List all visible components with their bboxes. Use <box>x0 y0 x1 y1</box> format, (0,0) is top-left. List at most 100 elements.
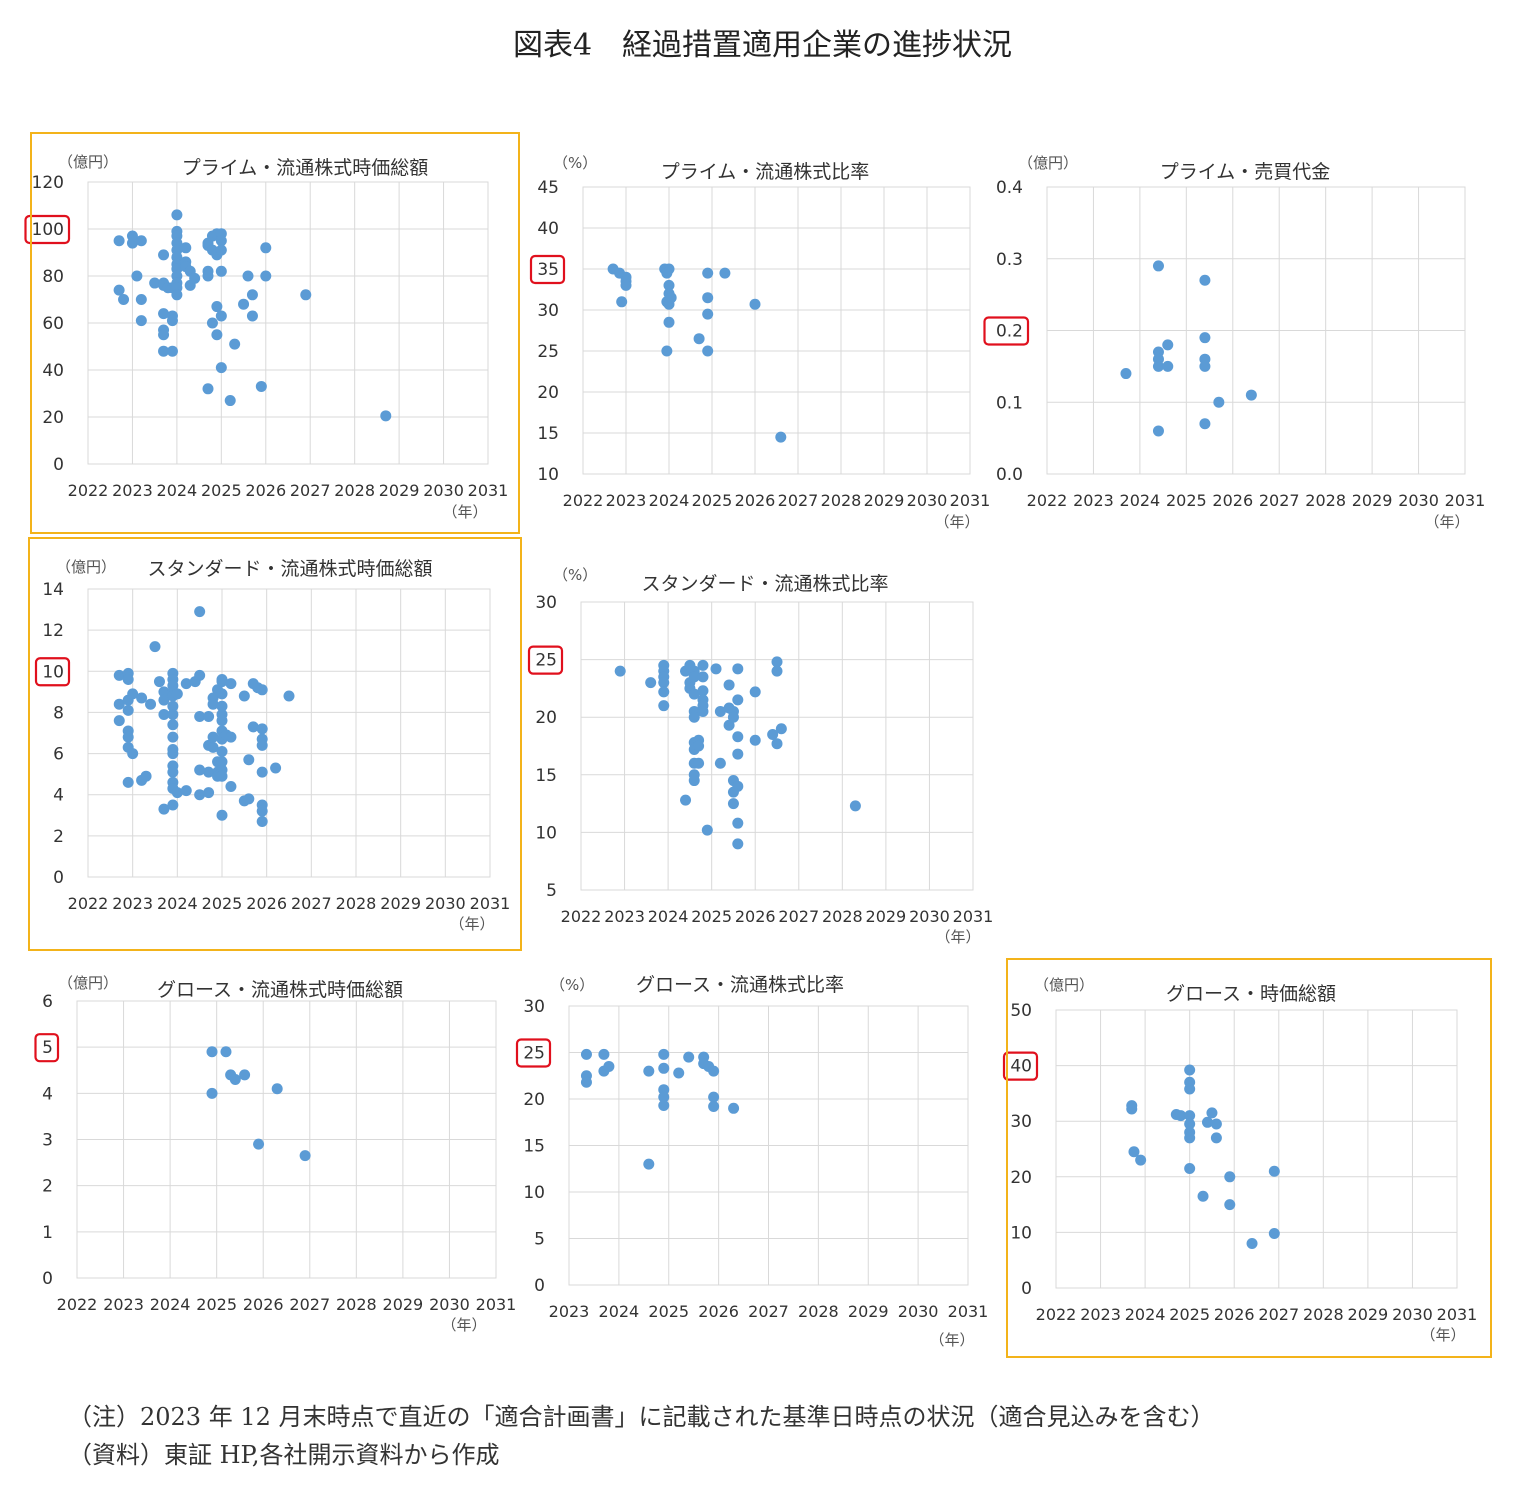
y-tick-label: 20 <box>1010 1168 1032 1188</box>
data-point <box>113 284 125 296</box>
data-point <box>113 715 125 727</box>
data-point <box>693 757 705 769</box>
data-point <box>598 1048 610 1060</box>
data-point <box>158 694 170 706</box>
data-point <box>658 1048 670 1060</box>
y-tick-label: 0 <box>53 868 64 888</box>
data-point <box>206 1046 218 1058</box>
y-tick-label: 10 <box>537 465 559 485</box>
x-tick-label: 2022 <box>563 491 604 510</box>
data-point <box>771 738 783 750</box>
y-unit-label: （%） <box>553 566 597 584</box>
y-tick-label: 0.3 <box>996 250 1023 270</box>
data-point <box>171 209 183 221</box>
y-tick-label: 30 <box>535 593 557 613</box>
y-tick-label: 25 <box>523 1044 545 1064</box>
x-tick-label: 2031 <box>468 481 509 500</box>
data-point <box>1224 1199 1236 1211</box>
x-tick-label: 2025 <box>201 481 242 500</box>
plot-area <box>582 186 971 475</box>
x-tick-label: 2026 <box>735 907 776 926</box>
y-unit-label: （%） <box>553 154 597 172</box>
data-point <box>658 1091 670 1103</box>
data-point <box>189 272 201 284</box>
data-point <box>216 746 228 758</box>
x-tick-label: 2025 <box>1169 1305 1210 1324</box>
x-tick-label: 2029 <box>383 1295 424 1314</box>
data-point <box>727 786 739 798</box>
data-point <box>158 329 170 341</box>
highlight-tick-box <box>34 657 71 687</box>
chart-panel-prime-float-mcap: 0 20 40 60 80 100 120 2022 2023 2024 2025 2026 2027 2… <box>24 132 520 534</box>
y-tick-label: 12 <box>42 621 64 641</box>
note-line: （注）2023 年 12 月末時点で直近の「適合計画書」に記載された基準日時点の… <box>68 1403 1215 1431</box>
data-point <box>118 294 130 305</box>
y-tick-label: 6 <box>42 992 53 1012</box>
chart-title: スタンダード・流通株式比率 <box>641 573 888 595</box>
data-point <box>166 345 178 357</box>
chart-panel-prime-float-ratio: 10 15 20 25 30 35 40 45 2022 2023 2024 2025 2026 2027… <box>525 132 995 534</box>
data-point <box>135 235 147 247</box>
data-point <box>1213 396 1225 408</box>
data-point <box>131 270 143 282</box>
data-point <box>645 677 657 689</box>
x-tick-label: 2031 <box>948 1302 989 1321</box>
data-point <box>1197 1190 1209 1202</box>
x-tick-label: 2028 <box>336 894 377 913</box>
scatter-chart: 0 1 2 3 4 5 6 2022 2023 2024 2025 2026 2027 2028 2029 2… <box>34 974 516 1334</box>
chart-panel-standard-float-mcap: 0 2 4 6 8 10 12 14 2022 2023 2024 2025 2026 2027 2028 2… <box>28 537 522 951</box>
data-point <box>203 787 215 799</box>
x-tick-label: 2022 <box>68 481 109 500</box>
data-point <box>732 838 744 850</box>
chart-title: プライム・流通株式時価総額 <box>182 157 429 179</box>
y-tick-label: 0.2 <box>996 322 1023 342</box>
data-point <box>749 734 761 746</box>
data-point <box>216 809 228 821</box>
x-unit-label: （年） <box>929 1331 974 1349</box>
data-point <box>658 677 670 689</box>
y-tick-label: 15 <box>535 766 557 786</box>
data-point <box>1135 1154 1147 1166</box>
x-tick-label: 2027 <box>1258 1305 1299 1324</box>
x-tick-label: 2026 <box>245 481 286 500</box>
x-tick-label: 2031 <box>470 894 511 913</box>
y-tick-label: 0 <box>53 455 64 475</box>
data-point <box>122 704 134 716</box>
scatter-chart: 0.0 0.1 0.2 0.3 0.4 2022 2023 2024 2025 2026 2027 2… <box>983 154 1485 531</box>
x-tick-label: 2030 <box>425 894 466 913</box>
y-tick-label: 25 <box>537 342 559 362</box>
data-point <box>749 686 761 698</box>
data-point <box>238 690 250 702</box>
y-tick-label: 5 <box>42 1038 53 1058</box>
x-unit-label: （年） <box>1420 1326 1465 1344</box>
data-point <box>658 686 670 698</box>
figure-title: 図表4 経過措置適用企業の進捗状況 <box>512 28 1013 63</box>
data-point <box>153 676 165 688</box>
data-point <box>661 267 673 279</box>
y-tick-label: 1 <box>42 1223 53 1243</box>
y-tick-label: 35 <box>537 260 559 280</box>
data-point <box>216 770 228 782</box>
y-tick-label: 2 <box>42 1177 53 1197</box>
data-point <box>701 824 713 836</box>
x-tick-label: 2024 <box>150 1295 191 1314</box>
data-point <box>158 708 170 720</box>
y-tick-label: 20 <box>535 708 557 728</box>
data-point <box>215 265 227 277</box>
data-point <box>229 1073 241 1085</box>
x-tick-label: 2027 <box>289 1295 330 1314</box>
chart-title: グロース・流通株式比率 <box>636 974 844 996</box>
highlight-tick-box <box>34 1033 60 1063</box>
y-tick-label: 40 <box>1010 1057 1032 1077</box>
y-tick-label: 5 <box>546 881 557 901</box>
y-tick-label: 20 <box>523 1090 545 1110</box>
data-point <box>719 267 731 279</box>
chart-panel-prime-trading-value: 0.0 0.1 0.2 0.3 0.4 2022 2023 2024 2025 2026 2027 2… <box>983 132 1495 534</box>
data-point <box>203 766 215 778</box>
data-point <box>215 244 227 256</box>
x-tick-label: 2024 <box>157 481 198 500</box>
highlight-tick-box <box>24 214 71 245</box>
